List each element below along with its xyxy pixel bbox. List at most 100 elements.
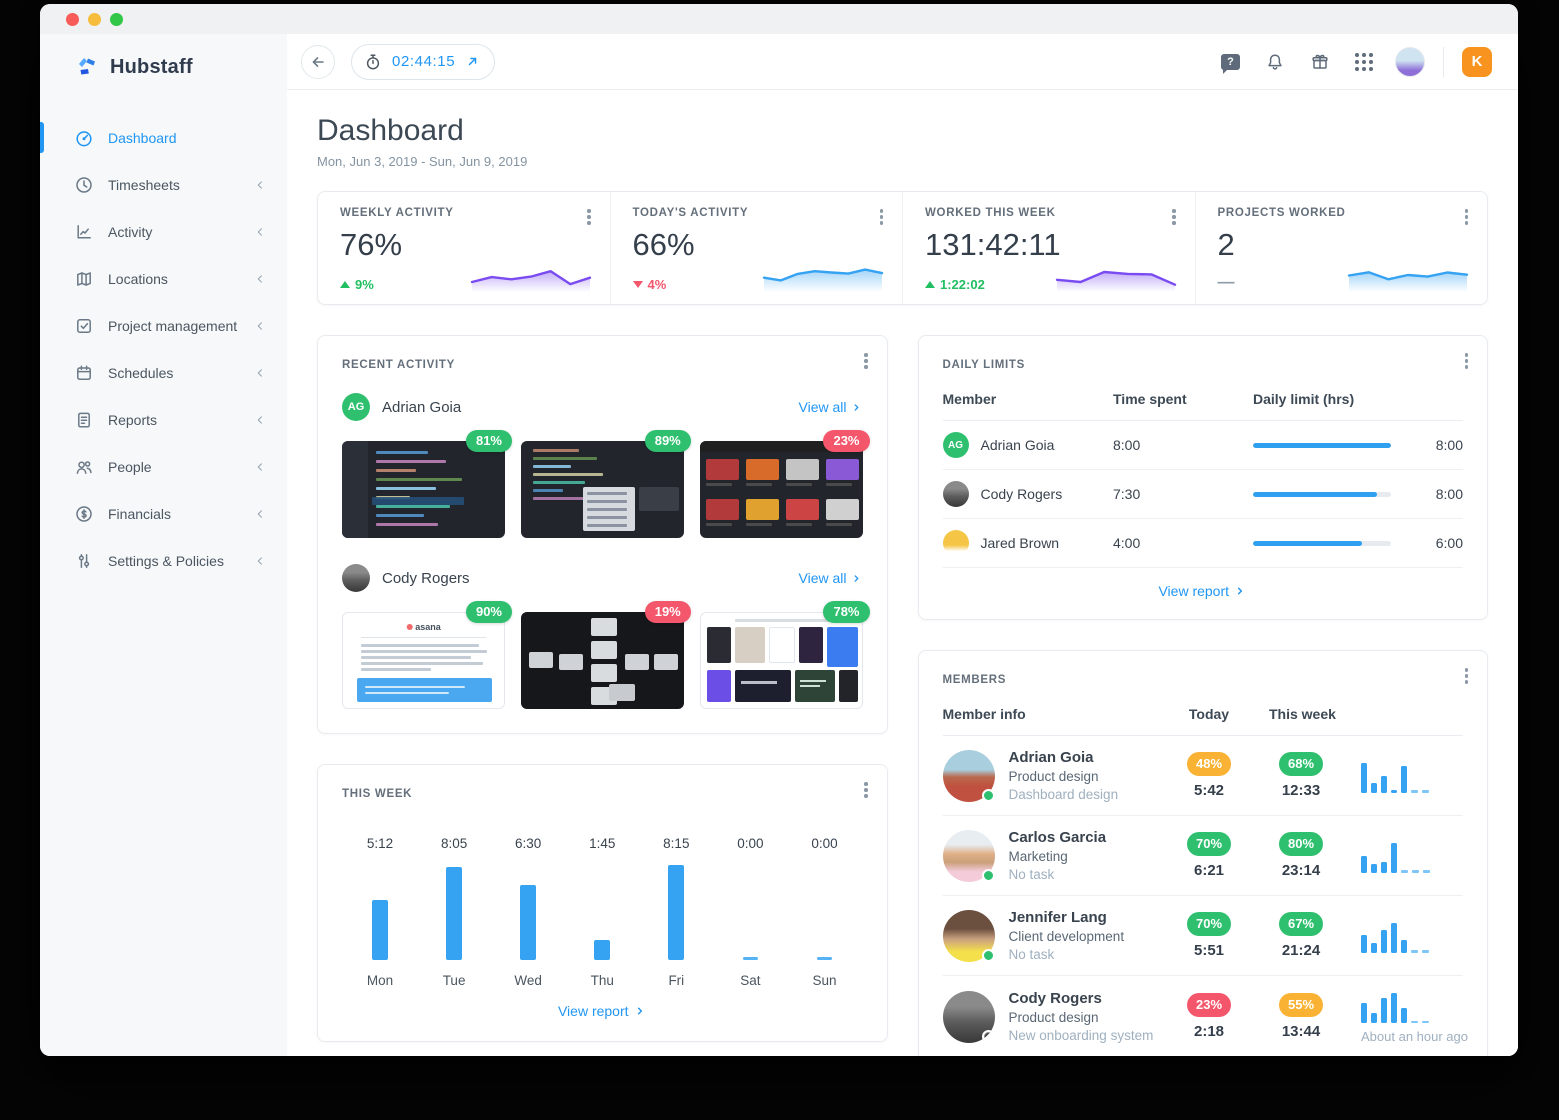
notifications-bell-icon[interactable] bbox=[1265, 52, 1285, 72]
view-all-link[interactable]: View all bbox=[799, 570, 863, 586]
member-info-cell: Cody Rogers Product design New onboarding … bbox=[942, 990, 1164, 1043]
bar-container bbox=[798, 865, 850, 960]
members-header: Member info Today This week bbox=[942, 706, 1463, 736]
activity-percent-badge: 67% bbox=[1279, 912, 1323, 936]
this-week-view-report-link[interactable]: View report bbox=[342, 988, 863, 1025]
time-value: 13:44 bbox=[1281, 1023, 1321, 1040]
screenshot-item[interactable]: 89% bbox=[520, 430, 691, 538]
members-title: MEMBERS bbox=[942, 674, 1007, 686]
member-name: Adrian Goia bbox=[1008, 749, 1094, 766]
activity-group-header: AG Adrian Goia View all bbox=[342, 393, 863, 421]
organization-button[interactable]: K bbox=[1462, 46, 1492, 77]
sidebar-item-project-management[interactable]: Project management bbox=[40, 302, 287, 349]
bar[interactable] bbox=[668, 865, 685, 960]
screenshot-thumbnail[interactable] bbox=[342, 441, 505, 538]
screenshots-row: 81% 89% 23% bbox=[342, 430, 870, 538]
stat-menu-icon[interactable] bbox=[1462, 206, 1472, 228]
daily-limit-value: 8:00 bbox=[1435, 437, 1463, 453]
mini-zero-bar bbox=[1412, 870, 1419, 873]
screenshot-item[interactable]: 78% bbox=[699, 601, 870, 709]
activity-percent-badge: 19% bbox=[644, 601, 691, 623]
bar[interactable] bbox=[520, 885, 537, 960]
online-status-dot bbox=[981, 868, 995, 882]
bar[interactable] bbox=[372, 900, 388, 960]
back-button[interactable] bbox=[301, 44, 335, 79]
chart-day-column: 6:30 Wed bbox=[502, 836, 554, 988]
member-text: Adrian Goia Product design Dashboard desig… bbox=[1009, 749, 1119, 802]
chevron-right-icon bbox=[854, 403, 858, 411]
screenshot-thumbnail[interactable] bbox=[699, 612, 863, 709]
sidebar-item-label: People bbox=[108, 458, 152, 475]
day-label: Thu bbox=[590, 973, 614, 988]
sidebar-item-schedules[interactable]: Schedules bbox=[40, 349, 287, 396]
week-mini-chart-cell bbox=[1347, 759, 1463, 793]
macos-titlebar bbox=[40, 4, 1518, 34]
mini-bar-chart bbox=[1361, 759, 1463, 793]
screenshot-item[interactable]: 19% bbox=[520, 601, 691, 709]
sparkline-chart bbox=[470, 270, 591, 292]
topbar: 02:44:15 ? K bbox=[287, 34, 1518, 90]
chevron-left-icon bbox=[257, 462, 262, 471]
timesheets-icon bbox=[76, 176, 92, 193]
members-menu-icon[interactable] bbox=[1462, 665, 1472, 687]
bar-value-label: 0:00 bbox=[811, 836, 838, 851]
stat-label: WORKED THIS WEEK bbox=[925, 207, 1056, 219]
this-week-menu-icon[interactable] bbox=[861, 779, 871, 801]
hubstaff-logo[interactable]: Hubstaff bbox=[40, 34, 287, 80]
daily-limits-menu-icon[interactable] bbox=[1462, 350, 1472, 372]
gift-icon[interactable] bbox=[1310, 52, 1330, 72]
sidebar-item-reports[interactable]: Reports bbox=[40, 396, 287, 443]
help-glyph: ? bbox=[1227, 55, 1234, 68]
bar[interactable] bbox=[446, 867, 463, 960]
activity-percent-badge: 70% bbox=[1187, 912, 1231, 936]
sidebar-item-settings-policies[interactable]: Settings & Policies bbox=[40, 537, 287, 584]
member-name: Adrian Goia bbox=[382, 398, 462, 416]
member-row: Cody Rogers Product design New onboarding … bbox=[942, 976, 1468, 1056]
zero-bar bbox=[742, 957, 758, 960]
activity-percent-badge: 70% bbox=[1187, 832, 1231, 856]
help-icon[interactable]: ? bbox=[1221, 53, 1240, 74]
stat-delta: 1:22:02 bbox=[925, 277, 985, 292]
stat-menu-icon[interactable] bbox=[1169, 206, 1179, 228]
stat-menu-icon[interactable] bbox=[584, 206, 594, 228]
screenshot-item[interactable]: asana 90% bbox=[342, 601, 512, 709]
daily-limits-view-report-link[interactable]: View report bbox=[943, 568, 1464, 605]
screenshot-thumbnail[interactable] bbox=[520, 612, 684, 709]
screenshot-thumbnail[interactable] bbox=[520, 441, 684, 538]
sidebar-item-financials[interactable]: Financials bbox=[40, 490, 287, 537]
time-value: 12:33 bbox=[1281, 782, 1321, 799]
bar[interactable] bbox=[594, 940, 611, 960]
sidebar-item-timesheets[interactable]: Timesheets bbox=[40, 161, 287, 208]
sidebar-item-activity[interactable]: Activity bbox=[40, 208, 287, 255]
user-avatar[interactable] bbox=[1395, 46, 1425, 77]
arrow-up-right-icon[interactable] bbox=[465, 54, 480, 69]
sidebar-item-people[interactable]: People bbox=[40, 443, 287, 490]
close-window-button[interactable] bbox=[66, 12, 79, 26]
screenshot-thumbnail[interactable]: asana bbox=[342, 612, 505, 709]
screenshot-thumbnail[interactable] bbox=[699, 441, 863, 538]
progress-track bbox=[1253, 540, 1391, 546]
sidebar: Hubstaff Dashboard Timesheets Activity Loca… bbox=[40, 34, 287, 1056]
mini-zero-bar bbox=[1411, 790, 1418, 793]
mini-zero-bar bbox=[1422, 790, 1429, 793]
member-info-cell: Jennifer Lang Client development No task bbox=[942, 909, 1164, 962]
organization-initial: K bbox=[1471, 53, 1483, 70]
chevron-right-icon bbox=[1237, 587, 1243, 595]
column-this-week: This week bbox=[1269, 706, 1336, 722]
this-week-title: THIS WEEK bbox=[342, 788, 413, 800]
minimize-window-button[interactable] bbox=[88, 12, 101, 26]
timer-widget[interactable]: 02:44:15 bbox=[351, 43, 496, 80]
zoom-window-button[interactable] bbox=[110, 12, 123, 26]
stat-menu-icon[interactable] bbox=[877, 206, 887, 228]
screenshot-item[interactable]: 23% bbox=[699, 430, 870, 538]
view-all-link[interactable]: View all bbox=[799, 399, 863, 415]
sidebar-item-dashboard[interactable]: Dashboard bbox=[40, 114, 287, 161]
screenshot-item[interactable]: 81% bbox=[342, 430, 512, 538]
recent-activity-menu-icon[interactable] bbox=[861, 350, 871, 372]
bar-value-label: 6:30 bbox=[515, 836, 542, 851]
column-member: Member bbox=[942, 391, 997, 407]
time-spent-value: 8:00 bbox=[1113, 437, 1141, 453]
activity-percent-badge: 55% bbox=[1279, 993, 1323, 1017]
apps-grid-icon[interactable] bbox=[1355, 52, 1373, 71]
sidebar-item-locations[interactable]: Locations bbox=[40, 255, 287, 302]
